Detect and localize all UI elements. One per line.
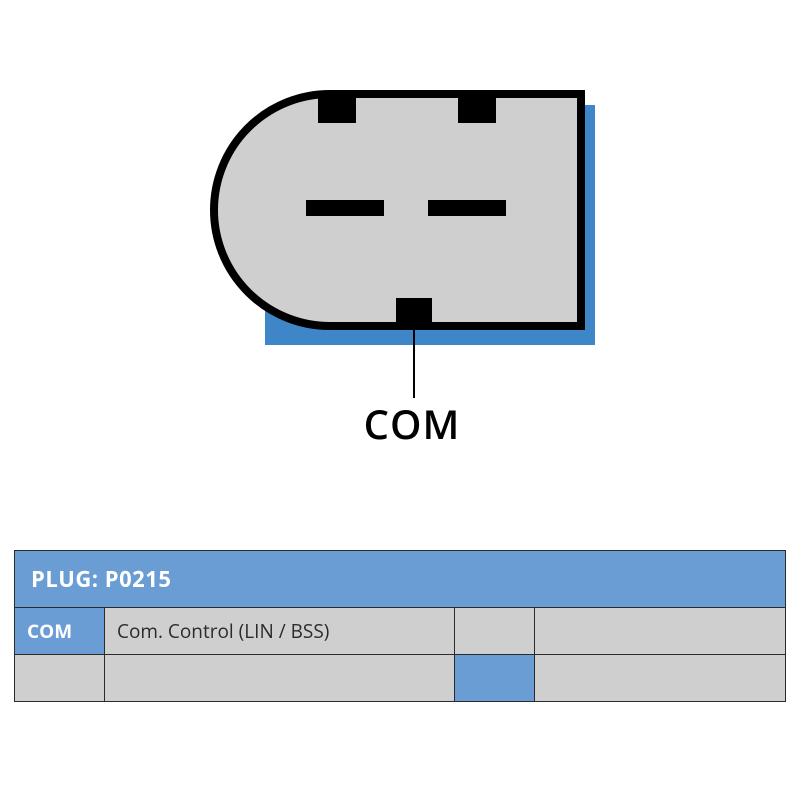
cell-c: [455, 655, 535, 701]
pin-leader-line: [413, 324, 415, 398]
table-row: COM Com. Control (LIN / BSS): [15, 608, 785, 654]
plug-table: PLUG: P0215 COM Com. Control (LIN / BSS): [14, 550, 786, 702]
key-tab-top-right: [458, 97, 496, 123]
plug-table-header-text: PLUG: P0215: [31, 564, 171, 594]
cell-d: [535, 608, 785, 654]
cell-pin: COM: [15, 608, 105, 654]
cell-d: [535, 655, 785, 701]
table-row: [15, 654, 785, 701]
key-tab-bottom: [396, 298, 432, 324]
connector-body: [210, 90, 585, 330]
cell-c: [455, 608, 535, 654]
cell-desc: [105, 655, 455, 701]
pin-label: COM: [0, 396, 800, 451]
plug-table-header: PLUG: P0215: [15, 551, 785, 608]
pin-label-text: COM: [364, 396, 461, 451]
pin-slot-left: [306, 200, 384, 216]
cell-desc: Com. Control (LIN / BSS): [105, 608, 455, 654]
connector-diagram: COM: [0, 0, 800, 530]
cell-pin: [15, 655, 105, 701]
key-tab-top-left: [318, 97, 356, 123]
pin-slot-right: [428, 200, 506, 216]
